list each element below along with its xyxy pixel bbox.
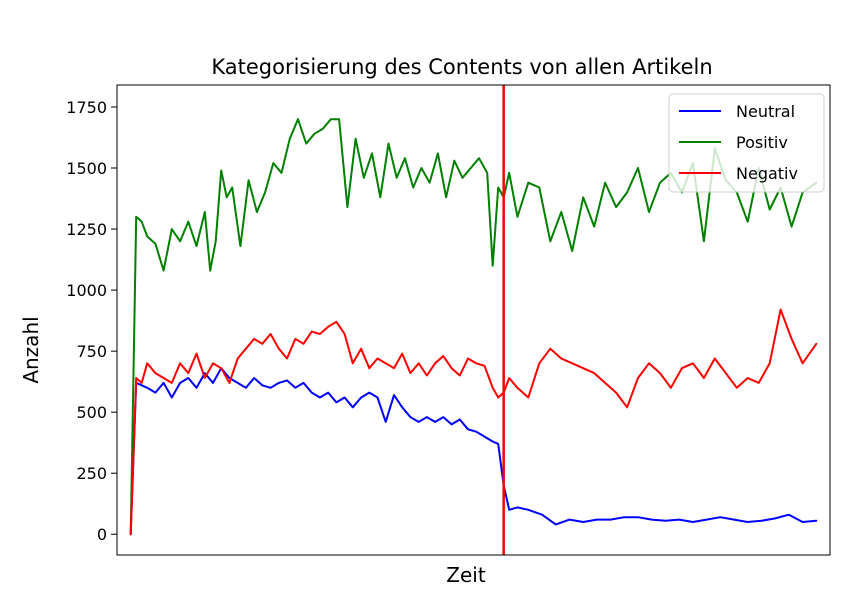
y-tick-label: 1250 [66, 220, 107, 239]
legend: Neutral Positiv Negativ [668, 93, 825, 193]
axes-frame [116, 84, 831, 556]
legend-label-neutral: Neutral [736, 102, 795, 121]
legend-label-negativ: Negativ [736, 164, 798, 183]
chart-title: Kategorisierung des Contents von allen A… [211, 55, 712, 79]
y-axis-ticks: 0 250 500 750 1000 1250 1500 1750 [66, 98, 117, 544]
y-tick-label: 1500 [66, 159, 107, 178]
y-tick-label: 0 [97, 525, 107, 544]
series-line-negativ [129, 308, 818, 536]
y-tick-label: 750 [76, 342, 107, 361]
legend-label-positiv: Positiv [736, 133, 788, 152]
y-axis-label: Anzahl [19, 316, 43, 383]
legend-box [668, 93, 825, 193]
y-tick-label: 250 [76, 464, 107, 483]
y-tick-label: 500 [76, 403, 107, 422]
series-line-neutral [129, 367, 818, 536]
x-axis-label: Zeit [446, 563, 486, 587]
y-tick-label: 1750 [66, 98, 107, 117]
y-tick-label: 1000 [66, 281, 107, 300]
